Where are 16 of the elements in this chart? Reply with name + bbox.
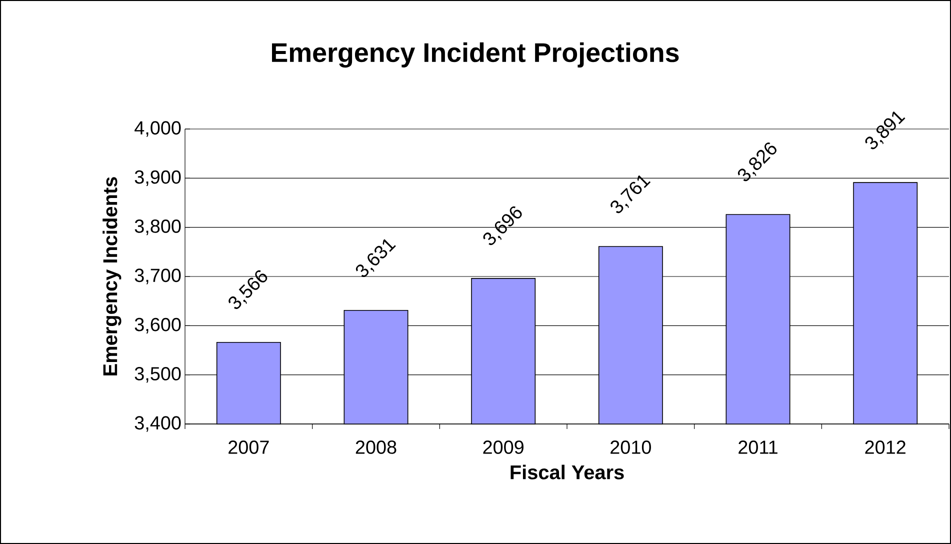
x-axis-title: Fiscal Years — [510, 464, 624, 480]
y-tick-label: 4,000 — [134, 121, 181, 137]
y-tick-label: 3,600 — [134, 318, 181, 334]
x-tick-label: 2012 — [865, 440, 906, 454]
x-tick-label: 2010 — [610, 440, 651, 454]
y-tick-label: 3,700 — [134, 268, 181, 284]
x-tick-label: 2007 — [228, 440, 269, 454]
x-tick-label: 2009 — [483, 440, 524, 454]
chart-title: Emergency Incident Projections — [272, 42, 679, 68]
y-tick-label: 3,500 — [134, 367, 181, 383]
y-axis-title: Emergency Incidents — [102, 177, 122, 376]
y-tick-label: 3,900 — [134, 170, 181, 186]
x-tick-label: 2011 — [738, 440, 778, 454]
y-tick-label: 3,400 — [134, 416, 181, 432]
x-tick-label: 2008 — [356, 440, 396, 454]
y-tick-label: 3,800 — [134, 220, 181, 236]
